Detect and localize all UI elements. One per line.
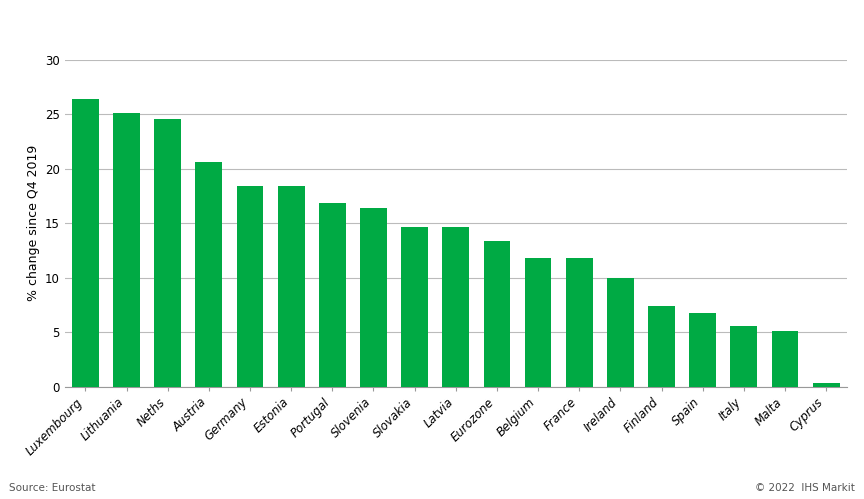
Y-axis label: % change since Q4 2019: % change since Q4 2019 [27,145,40,301]
Text: © 2022  IHS Markit: © 2022 IHS Markit [755,483,855,493]
Bar [237,186,264,387]
Bar [730,326,757,387]
Bar [72,99,98,387]
Text: Variations in house price dynamics during the pandemic: Variations in house price dynamics durin… [10,15,537,33]
Bar [195,162,222,387]
Bar [607,278,634,387]
Bar [524,258,551,387]
Bar [566,258,593,387]
Bar [155,119,181,387]
Bar [401,227,428,387]
Bar [772,331,798,387]
Bar [277,186,304,387]
Bar [648,306,675,387]
Text: Source: Eurostat: Source: Eurostat [9,483,95,493]
Bar [484,241,511,387]
Bar [319,203,346,387]
Bar [813,383,840,387]
Bar [689,313,716,387]
Bar [113,113,140,387]
Bar [442,227,469,387]
Bar [360,208,387,387]
